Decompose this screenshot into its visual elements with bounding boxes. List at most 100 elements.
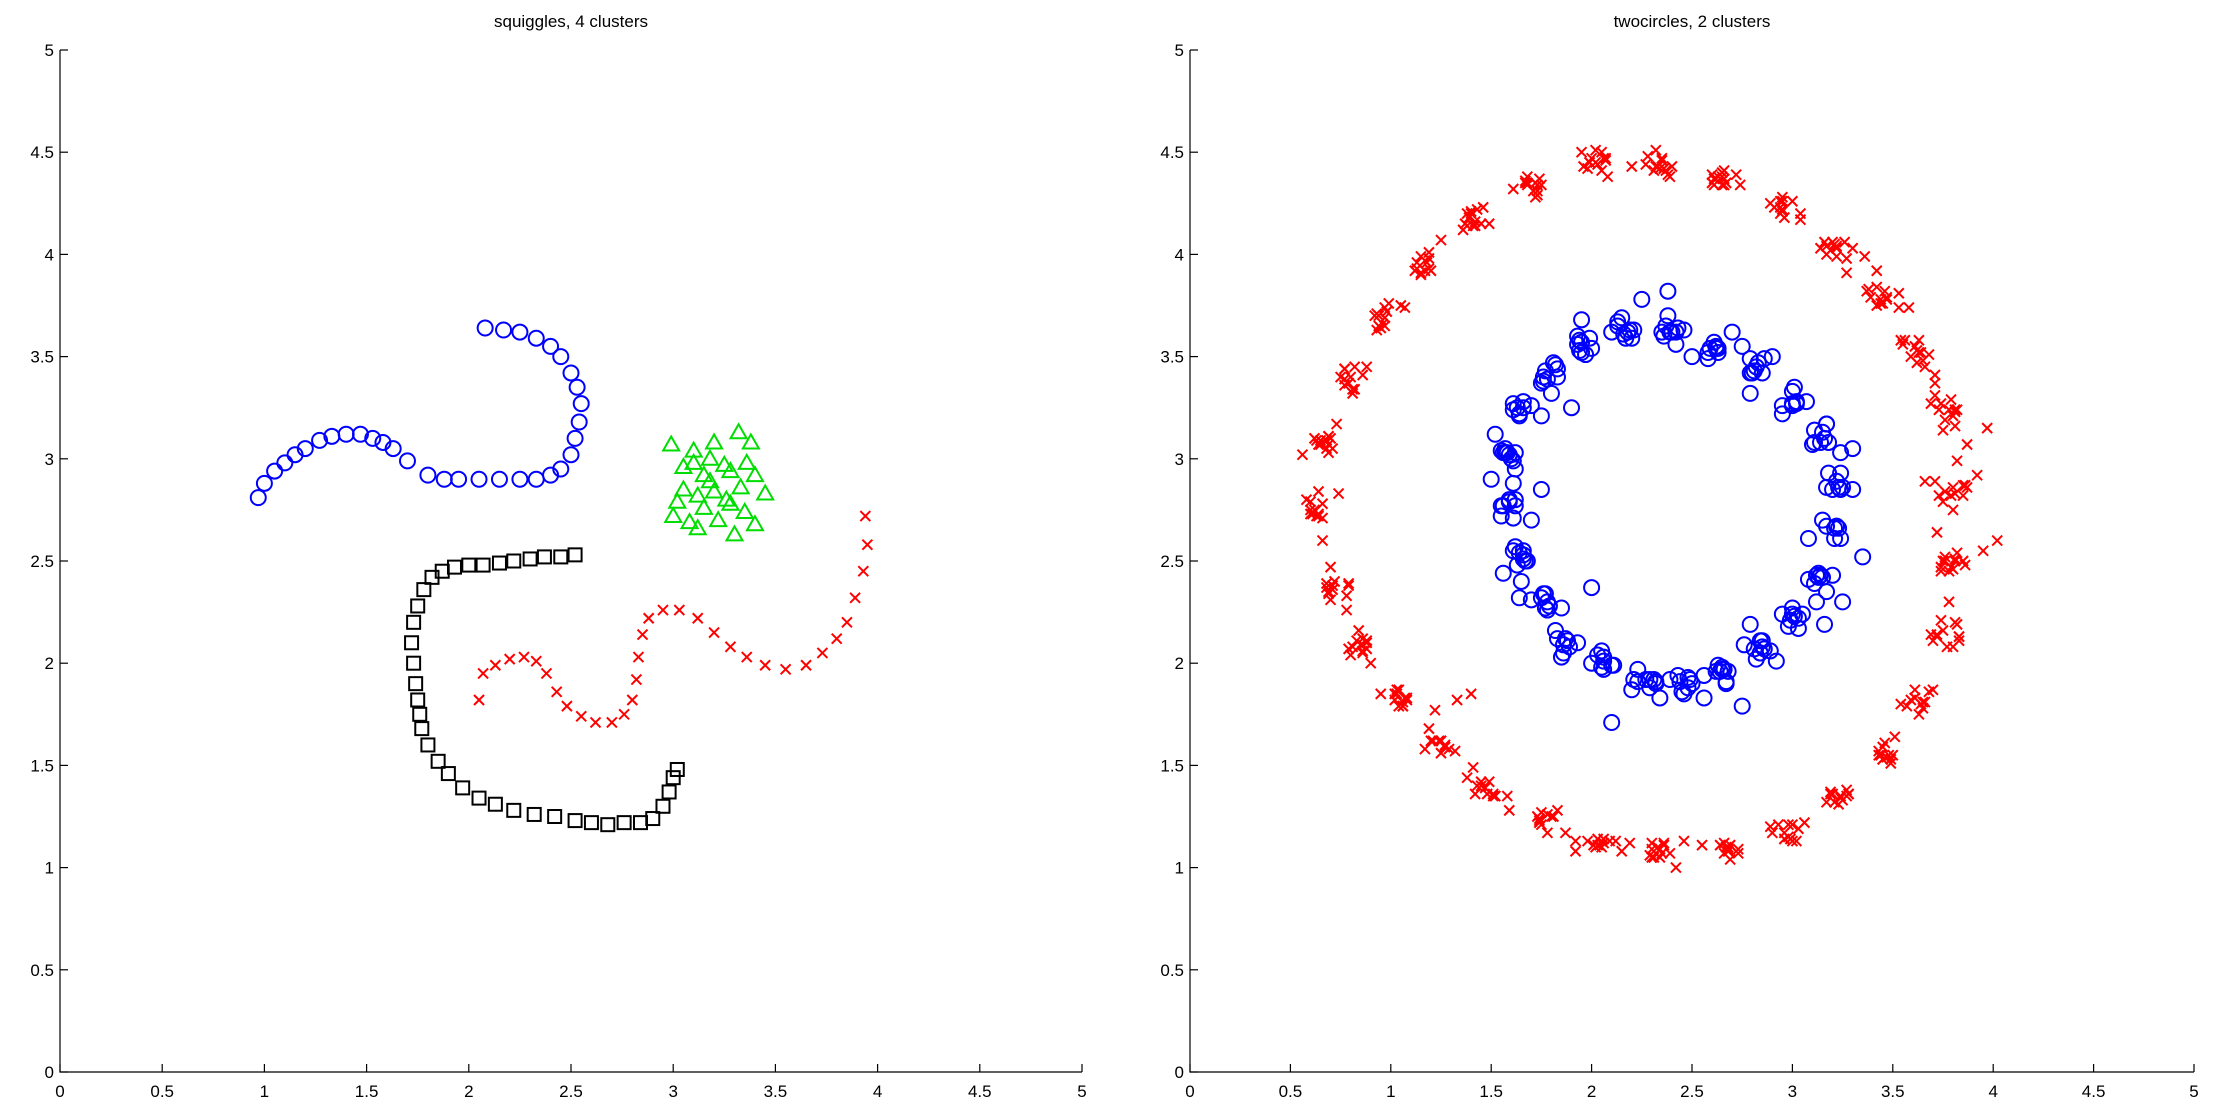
y-tick-label: 2.5 bbox=[30, 552, 54, 571]
data-point-cross bbox=[1947, 504, 1959, 516]
data-point-cross bbox=[857, 565, 869, 577]
data-point-square bbox=[487, 796, 503, 812]
data-point-cross bbox=[831, 632, 843, 645]
data-point-cross bbox=[1369, 310, 1381, 322]
data-point-circle bbox=[249, 489, 267, 507]
data-point-cross bbox=[1951, 455, 1963, 467]
data-point-square bbox=[506, 553, 522, 569]
data-point-cross bbox=[1953, 630, 1965, 643]
data-point-circle bbox=[1854, 548, 1872, 566]
data-point-cross bbox=[1479, 782, 1491, 794]
data-point-cross bbox=[1786, 818, 1799, 831]
data-point-square bbox=[412, 706, 428, 722]
data-point-circle bbox=[1645, 671, 1663, 689]
data-point-cross bbox=[1304, 496, 1317, 508]
y-tick-label: 5 bbox=[1175, 41, 1184, 60]
data-point-cross bbox=[1365, 657, 1377, 669]
x-tick-label: 3 bbox=[668, 1082, 677, 1101]
data-point-circle bbox=[435, 470, 453, 488]
data-point-circle bbox=[1814, 423, 1832, 441]
x-tick-label: 1 bbox=[1386, 1082, 1395, 1101]
data-point-cross bbox=[1706, 168, 1718, 181]
data-point-triangle bbox=[730, 477, 751, 495]
data-point-cross bbox=[1935, 614, 1947, 626]
data-point-cross bbox=[1865, 291, 1877, 304]
data-point-circle bbox=[1810, 568, 1828, 586]
data-point-circle bbox=[527, 470, 545, 488]
data-point-circle bbox=[1741, 384, 1759, 402]
data-point-cross bbox=[1949, 616, 1961, 629]
series-1-circle bbox=[1482, 282, 1872, 731]
data-point-square bbox=[669, 761, 685, 777]
data-point-cross bbox=[1425, 265, 1437, 277]
data-point-cross bbox=[503, 653, 516, 665]
data-point-circle bbox=[1745, 640, 1763, 658]
data-point-circle bbox=[1783, 395, 1801, 413]
data-point-triangle bbox=[679, 512, 700, 530]
data-point-cross bbox=[1834, 790, 1847, 802]
data-point-circle bbox=[419, 466, 437, 484]
y-tick-label: 1 bbox=[1175, 859, 1184, 878]
data-point-circle bbox=[398, 452, 416, 470]
data-point-cross bbox=[1935, 397, 1947, 410]
data-point-circle bbox=[1830, 519, 1848, 537]
data-point-cross bbox=[1871, 265, 1883, 277]
data-point-cross bbox=[630, 673, 643, 686]
data-point-circle bbox=[296, 440, 314, 458]
data-point-cross bbox=[1897, 338, 1909, 351]
data-point-circle bbox=[1812, 566, 1830, 584]
data-point-cross bbox=[1776, 205, 1789, 218]
data-point-circle bbox=[1793, 605, 1811, 623]
data-point-circle bbox=[1824, 480, 1842, 498]
data-point-cross bbox=[1734, 179, 1746, 191]
data-point-cross bbox=[1471, 203, 1483, 216]
data-point-square bbox=[475, 557, 491, 573]
data-point-cross bbox=[1342, 643, 1355, 655]
data-point-cross bbox=[1535, 806, 1548, 819]
data-point-cross bbox=[1595, 164, 1608, 177]
data-point-circle bbox=[568, 378, 586, 396]
data-point-cross bbox=[1399, 301, 1411, 314]
data-point-cross bbox=[1577, 160, 1590, 173]
data-point-circle bbox=[1741, 615, 1759, 633]
x-tick-label: 4 bbox=[1988, 1082, 1997, 1101]
data-point-square bbox=[406, 655, 422, 671]
data-point-cross bbox=[1469, 220, 1481, 232]
data-point-cross bbox=[489, 659, 502, 671]
data-point-square bbox=[536, 549, 552, 565]
data-point-cross bbox=[1871, 281, 1883, 293]
data-point-circle bbox=[1548, 630, 1566, 648]
data-point-cross bbox=[1716, 171, 1728, 183]
data-point-cross bbox=[1961, 438, 1973, 451]
data-point-cross bbox=[1626, 160, 1638, 173]
data-point-circle bbox=[337, 425, 355, 443]
data-point-circle bbox=[1699, 344, 1717, 362]
data-point-circle bbox=[1735, 636, 1753, 654]
data-point-cross bbox=[1581, 835, 1594, 847]
data-point-cross bbox=[1503, 804, 1515, 817]
data-point-cross bbox=[1332, 487, 1345, 500]
y-tick-label: 1.5 bbox=[30, 756, 54, 775]
data-point-square bbox=[567, 547, 583, 563]
y-tick-label: 3.5 bbox=[30, 348, 54, 367]
y-tick-label: 2 bbox=[45, 654, 54, 673]
data-point-cross bbox=[1939, 414, 1951, 426]
data-point-circle bbox=[1583, 579, 1601, 597]
data-point-cross bbox=[1786, 835, 1799, 847]
data-point-cross bbox=[861, 538, 874, 551]
data-point-cross bbox=[1913, 708, 1925, 721]
data-point-cross bbox=[1919, 361, 1931, 373]
data-point-cross bbox=[1832, 798, 1845, 810]
data-point-circle bbox=[1532, 480, 1550, 498]
data-point-cross bbox=[1842, 788, 1855, 800]
data-point-circle bbox=[1834, 478, 1852, 496]
data-point-circle bbox=[1669, 666, 1687, 684]
data-point-circle bbox=[1799, 530, 1817, 548]
data-point-cross bbox=[1925, 397, 1937, 410]
x-tick-label: 0.5 bbox=[1279, 1082, 1303, 1101]
data-point-cross bbox=[1650, 144, 1662, 156]
data-point-cross bbox=[1768, 201, 1781, 214]
data-point-cross bbox=[1328, 575, 1341, 588]
data-point-cross bbox=[1846, 242, 1859, 254]
